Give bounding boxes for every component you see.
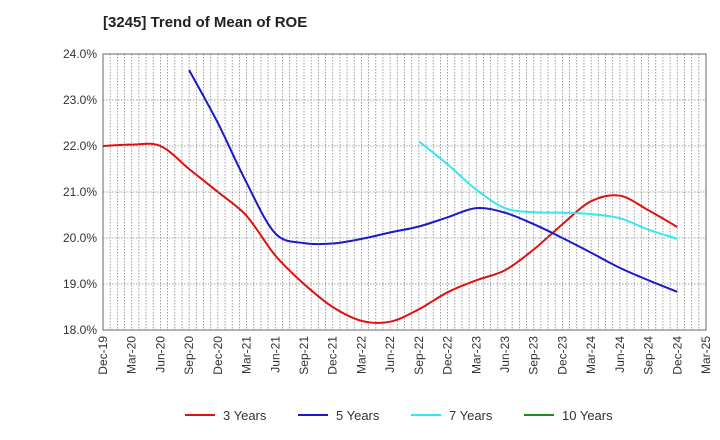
x-tick-label: Sep-22 xyxy=(412,336,426,375)
y-tick-label: 19.0% xyxy=(63,277,97,291)
x-tick-label: Sep-23 xyxy=(527,336,541,375)
y-tick-label: 23.0% xyxy=(63,93,97,107)
x-tick-label: Dec-22 xyxy=(441,336,455,375)
y-tick-label: 20.0% xyxy=(63,231,97,245)
series-line-5-years xyxy=(188,69,678,293)
x-tick-label: Jun-23 xyxy=(498,336,512,373)
x-tick-label: Dec-24 xyxy=(670,336,684,375)
legend-label-3-years: 3 Years xyxy=(223,408,267,423)
series-line-7-years xyxy=(418,140,678,240)
plot-area-frame xyxy=(102,53,707,331)
x-tick-label: Mar-21 xyxy=(240,336,254,374)
x-tick-label: Mar-22 xyxy=(354,336,368,374)
x-tick-label: Dec-20 xyxy=(211,336,225,375)
x-tick-label: Jun-24 xyxy=(613,336,627,373)
x-tick-label: Jun-22 xyxy=(383,336,397,373)
x-tick-label: Mar-23 xyxy=(469,336,483,374)
chart-title: [3245] Trend of Mean of ROE xyxy=(103,14,308,31)
legend-label-7-years: 7 Years xyxy=(449,408,493,423)
legend-label-5-years: 5 Years xyxy=(336,408,380,423)
x-tick-label: Jun-20 xyxy=(153,336,167,373)
x-tick-label: Dec-19 xyxy=(96,336,110,375)
x-tick-label: Mar-25 xyxy=(699,336,713,374)
x-tick-label: Sep-24 xyxy=(642,336,656,375)
y-tick-label: 22.0% xyxy=(63,139,97,153)
x-tick-label: Jun-21 xyxy=(268,336,282,373)
x-tick-label: Dec-23 xyxy=(555,336,569,375)
y-tick-label: 24.0% xyxy=(63,47,97,61)
series-line-3-years xyxy=(102,142,678,324)
y-tick-label: 21.0% xyxy=(63,185,97,199)
x-tick-label: Dec-21 xyxy=(326,336,340,375)
x-tick-label: Sep-21 xyxy=(297,336,311,375)
x-tick-label: Sep-20 xyxy=(182,336,196,375)
x-tick-label: Mar-20 xyxy=(125,336,139,374)
x-tick-label: Mar-24 xyxy=(584,336,598,374)
legend-label-10-years: 10 Years xyxy=(562,408,613,423)
y-tick-label: 18.0% xyxy=(63,323,97,337)
